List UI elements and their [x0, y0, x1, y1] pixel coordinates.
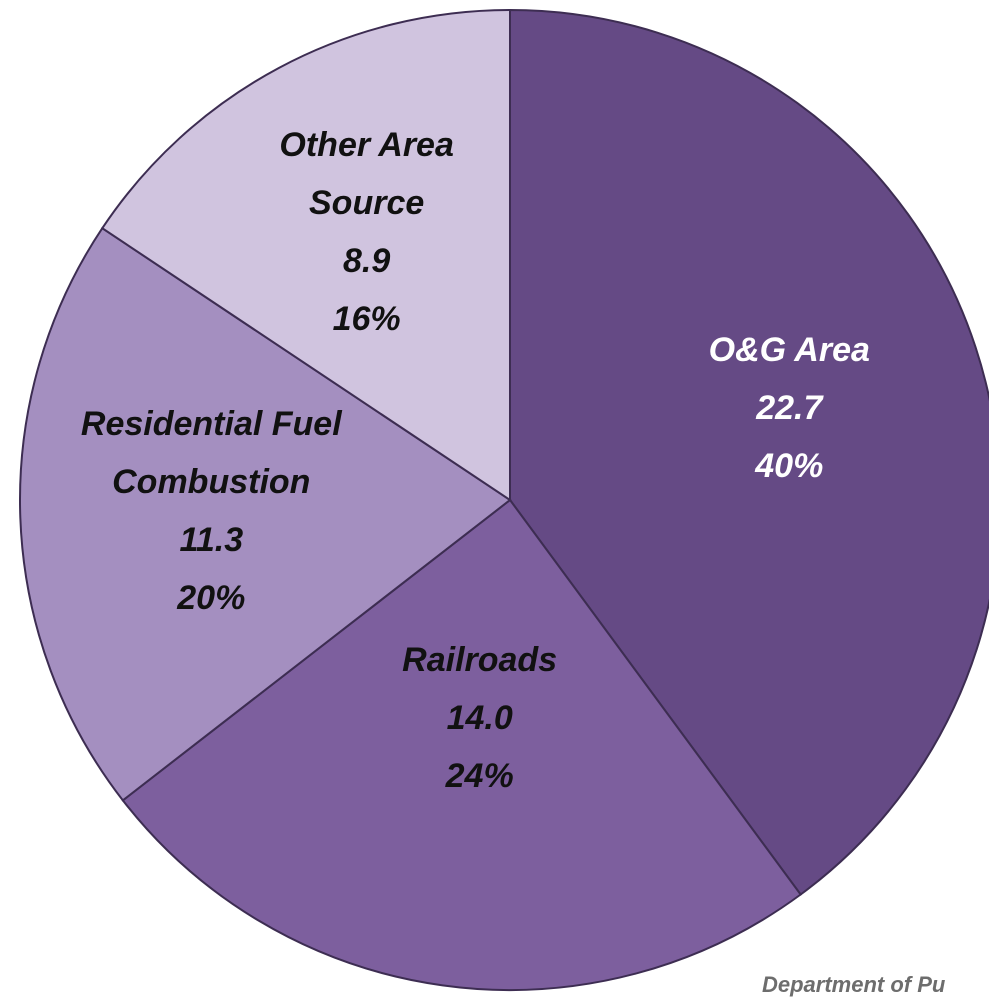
- slice-label: Railroads 14.0 24%: [350, 631, 610, 805]
- value-label: 11.3: [179, 520, 244, 559]
- slice-label: Other Area Source 8.9 16%: [257, 116, 477, 348]
- slice-label: O&G Area 22.7 40%: [659, 321, 919, 495]
- source-note: Department of Pu: [762, 972, 946, 997]
- pie-slice: [19, 226, 512, 802]
- percent-label: 16%: [332, 300, 401, 339]
- category-label: Railroads: [402, 641, 558, 680]
- category-label: Residential Fuel Combustion: [80, 404, 342, 501]
- category-label: O&G Area: [708, 331, 870, 370]
- slice-label: Residential Fuel Combustion 11.3 20%: [56, 395, 366, 627]
- percent-label: 24%: [445, 757, 514, 796]
- value-label: 22.7: [756, 389, 823, 428]
- percent-label: 40%: [755, 447, 824, 486]
- value-label: 8.9: [343, 242, 391, 281]
- pie-slice: [509, 8, 989, 896]
- value-label: 14.0: [446, 699, 513, 738]
- percent-label: 20%: [177, 578, 246, 617]
- pie-slice: [100, 8, 511, 502]
- category-label: Other Area Source: [279, 126, 454, 223]
- pie-slice: [121, 498, 803, 991]
